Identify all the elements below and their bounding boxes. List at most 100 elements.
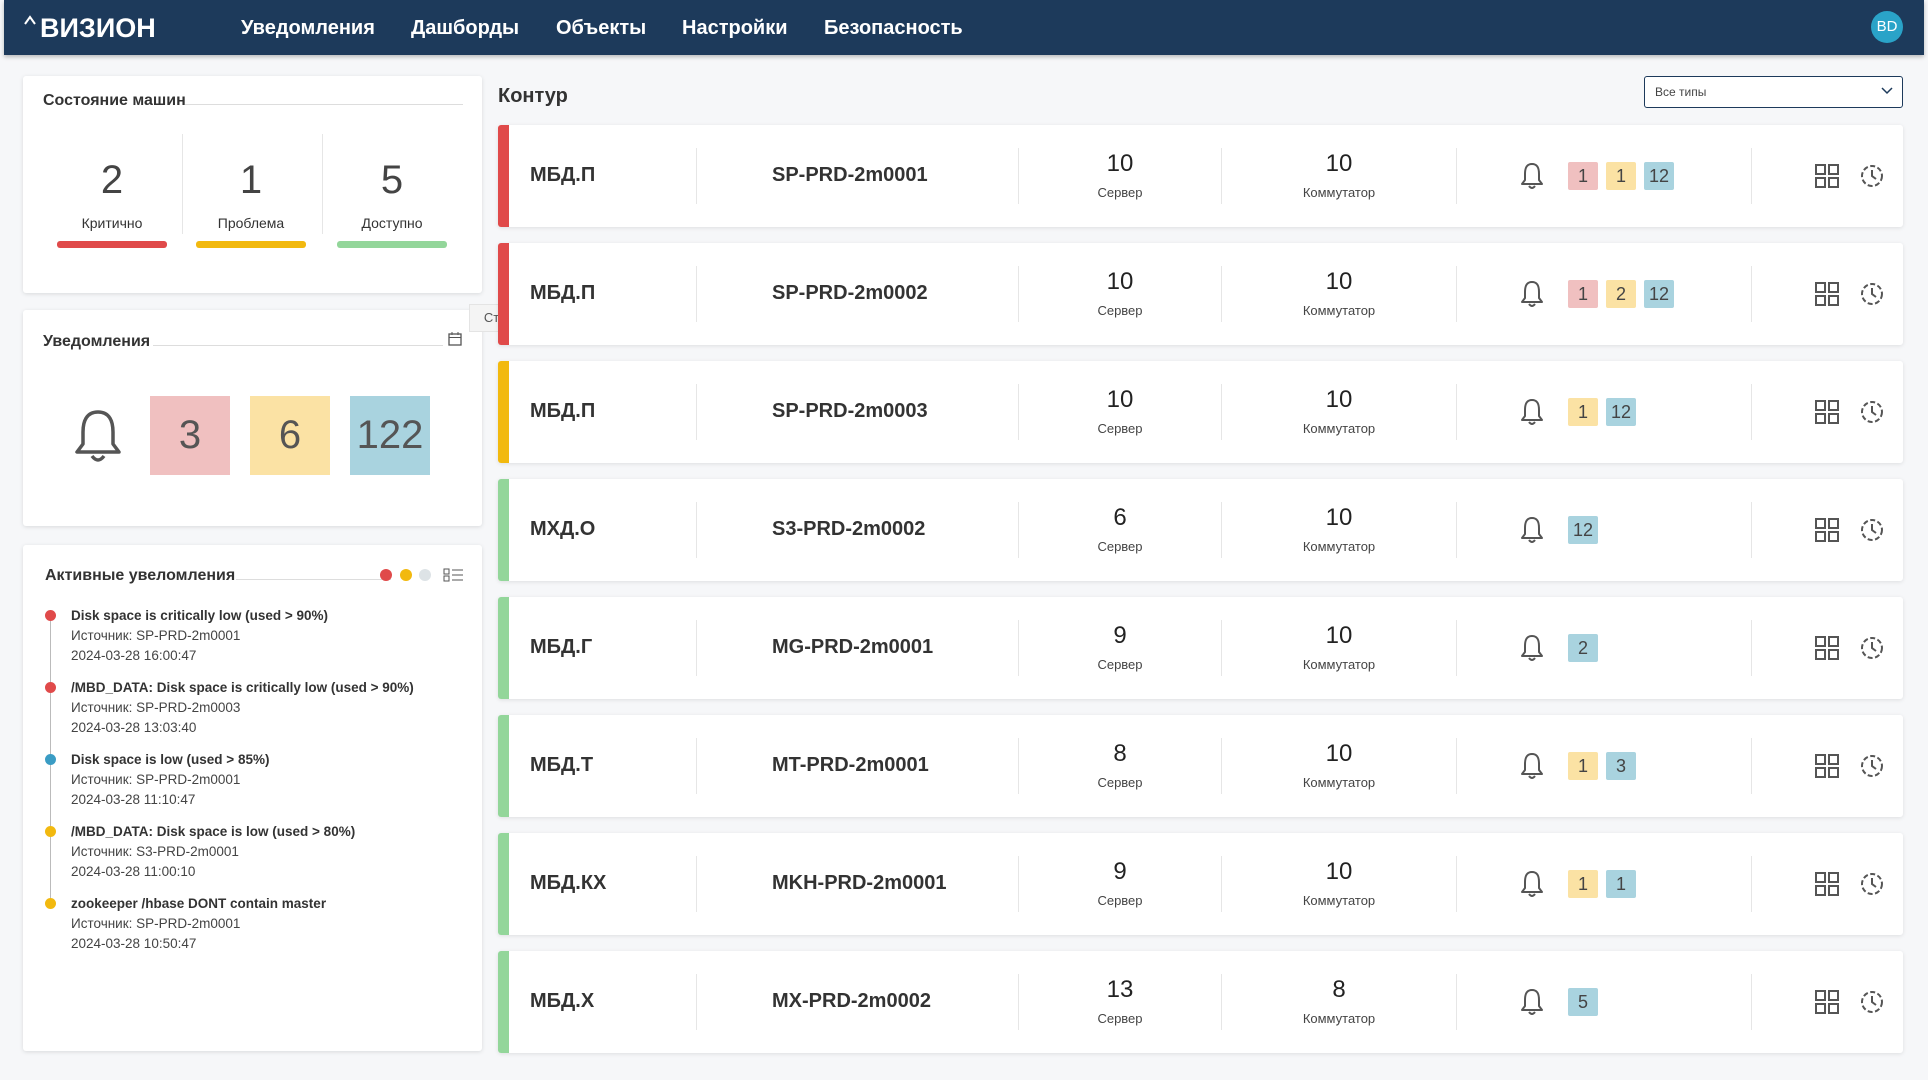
contour-row[interactable]: МБД.Х MX-PRD-2m0002 13 Сервер 8 Коммутатор 5 (498, 951, 1903, 1053)
logo[interactable]: ВИЗИОН (40, 13, 156, 43)
filter-icons[interactable] (377, 567, 472, 583)
group-name: МБД.КХ (530, 872, 607, 894)
host-name[interactable]: SP-PRD-2m0001 (772, 164, 928, 186)
status-stripe (498, 361, 509, 463)
status-stripe (498, 243, 509, 345)
contour-row[interactable]: МБД.Г MG-PRD-2m0001 9 Сервер 10 Коммутатор 2 (498, 597, 1903, 699)
divider (1221, 738, 1222, 794)
stat-bar (57, 241, 167, 248)
host-name[interactable]: MT-PRD-2m0001 (772, 754, 929, 776)
grid-icon[interactable] (1814, 163, 1841, 195)
avatar[interactable]: BD (1871, 11, 1903, 43)
bell-icon[interactable] (1519, 397, 1545, 432)
clock-icon[interactable] (1859, 635, 1886, 667)
bell-icon[interactable] (1519, 161, 1545, 196)
notification-message[interactable]: Disk space is low (used > 85%) (71, 752, 270, 767)
notification-source: Источник: SP-PRD-2m0003 (71, 700, 241, 715)
badge: 12 (1568, 516, 1598, 544)
notification-message[interactable]: Disk space is critically low (used > 90%… (71, 608, 328, 623)
switch-label: Коммутатор (1302, 421, 1376, 436)
grid-icon[interactable] (1814, 635, 1841, 667)
grid-icon[interactable] (1814, 517, 1841, 549)
divider (1751, 384, 1752, 440)
clock-icon[interactable] (1859, 753, 1886, 785)
host-name[interactable]: MKH-PRD-2m0001 (772, 872, 947, 894)
stat-label: Критично (81, 215, 143, 231)
nav-item[interactable]: Объекты (556, 17, 647, 39)
clock-icon[interactable] (1859, 399, 1886, 431)
panel-title: Состояние машин (43, 92, 186, 109)
host-name[interactable]: S3-PRD-2m0002 (772, 518, 926, 540)
contour-row[interactable]: МБД.П SP-PRD-2m0001 10 Сервер 10 Коммутатор 1 1… (498, 125, 1903, 227)
nav-item[interactable]: Дашборды (411, 17, 520, 39)
bell-icon[interactable] (1519, 987, 1545, 1022)
switch-label: Коммутатор (1302, 185, 1376, 200)
clock-icon[interactable] (1859, 871, 1886, 903)
clock-icon[interactable] (1859, 989, 1886, 1021)
badge: 1 (1568, 162, 1598, 190)
status-stripe (498, 479, 509, 581)
contour-row[interactable]: МБД.П SP-PRD-2m0002 10 Сервер 10 Коммутатор 1 2… (498, 243, 1903, 345)
stat-label: Проблема (217, 215, 285, 231)
server-count: 9 (1113, 858, 1127, 885)
grid-icon[interactable] (1814, 871, 1841, 903)
notification-message[interactable]: zookeeper /hbase DONT contain master (71, 896, 327, 911)
badge: 12 (1644, 280, 1674, 308)
host-name[interactable]: MG-PRD-2m0001 (772, 636, 934, 658)
bell-icon (75, 410, 121, 462)
server-count: 6 (1113, 504, 1127, 531)
bell-icon[interactable] (1519, 633, 1545, 668)
divider (1456, 148, 1457, 204)
nav-item[interactable]: Уведомления (241, 17, 375, 39)
bell-icon[interactable] (1519, 751, 1545, 786)
divider (236, 579, 391, 580)
grid-icon[interactable] (1814, 753, 1841, 785)
host-name[interactable]: MX-PRD-2m0002 (772, 990, 931, 1012)
divider (1018, 620, 1019, 676)
contour-row[interactable]: МХД.О S3-PRD-2m0002 6 Сервер 10 Коммутатор 12 (498, 479, 1903, 581)
status-stripe (498, 833, 509, 935)
switch-label: Коммутатор (1302, 1011, 1376, 1026)
notification-message[interactable]: /MBD_DATA: Disk space is critically low … (71, 680, 414, 695)
divider (696, 974, 697, 1030)
switch-label: Коммутатор (1302, 775, 1376, 790)
machine-status-panel: Состояние машин 2 Критично 1 Проблема 5 Досту… (23, 76, 482, 293)
notification-time: 2024-03-28 10:50:47 (71, 936, 197, 951)
grid-icon[interactable] (1814, 281, 1841, 313)
divider (1221, 856, 1222, 912)
host-name[interactable]: SP-PRD-2m0003 (772, 400, 928, 422)
divider (1018, 738, 1019, 794)
grid-icon[interactable] (1814, 399, 1841, 431)
notification-message[interactable]: /MBD_DATA: Disk space is low (used > 80%… (71, 824, 356, 839)
switch-label: Коммутатор (1302, 893, 1376, 908)
contour-row[interactable]: МБД.П SP-PRD-2m0003 10 Сервер 10 Коммутатор 1 1… (498, 361, 1903, 463)
host-name[interactable]: SP-PRD-2m0002 (772, 282, 928, 304)
divider (1221, 620, 1222, 676)
contour-row[interactable]: МБД.Т MT-PRD-2m0001 8 Сервер 10 Коммутатор 1 3 (498, 715, 1903, 817)
divider (1751, 620, 1752, 676)
divider (1751, 148, 1752, 204)
bell-icon[interactable] (1519, 279, 1545, 314)
bell-icon[interactable] (1519, 869, 1545, 904)
type-filter[interactable]: Все типы (1644, 76, 1903, 108)
divider (182, 134, 183, 234)
clock-icon[interactable] (1859, 163, 1886, 195)
notification-source: Источник: S3-PRD-2m0001 (71, 844, 239, 859)
stat-value: 2 (100, 158, 124, 202)
nav-item[interactable]: Безопасность (824, 17, 963, 39)
calendar-icon[interactable] (447, 331, 463, 347)
grid-icon[interactable] (1814, 989, 1841, 1021)
divider (153, 345, 443, 346)
divider (1751, 738, 1752, 794)
clock-icon[interactable] (1859, 281, 1886, 313)
divider (1456, 620, 1457, 676)
switch-label: Коммутатор (1302, 657, 1376, 672)
status-stripe (498, 715, 509, 817)
contour-row[interactable]: МБД.КХ MKH-PRD-2m0001 9 Сервер 10 Коммутатор 1… (498, 833, 1903, 935)
notification-time: 2024-03-28 11:10:47 (71, 792, 196, 807)
bell-icon[interactable] (1519, 515, 1545, 550)
divider (322, 134, 323, 234)
server-label: Сервер (1097, 1011, 1143, 1026)
clock-icon[interactable] (1859, 517, 1886, 549)
nav-item[interactable]: Настройки (682, 17, 788, 39)
